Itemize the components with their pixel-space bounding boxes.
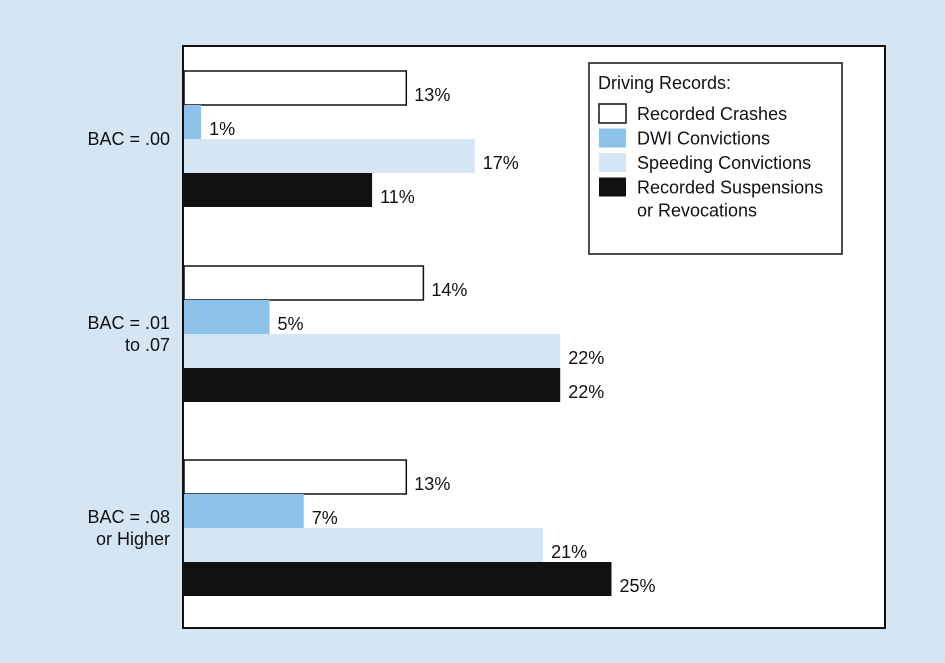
legend-title: Driving Records: [598,73,731,93]
data-label: 25% [620,576,656,596]
data-label: 1% [209,119,235,139]
data-label: 5% [278,314,304,334]
legend-box [588,62,843,255]
legend-entry: DWI Convictions [637,129,770,149]
legend-swatch [598,103,627,124]
bar [184,105,202,139]
data-label: 22% [568,348,604,368]
data-label: 13% [414,474,450,494]
bar [184,300,270,334]
data-label: 14% [431,280,467,300]
category-label: or Higher [96,529,170,549]
data-label: 7% [312,508,338,528]
legend-swatch [599,128,626,148]
legend-entry: Recorded Suspensions [637,178,823,198]
bar [184,562,612,596]
bar [184,173,373,207]
bar [184,334,561,368]
legend-swatch [599,177,626,197]
bar [183,70,408,106]
category-label: to .07 [125,335,170,355]
data-label: 21% [551,542,587,562]
category-label: BAC = .08 [87,507,170,527]
data-label: 17% [483,153,519,173]
category-label: BAC = .00 [87,129,170,149]
data-label: 13% [414,85,450,105]
legend-entry: or Revocations [637,201,757,221]
legend: Driving Records: Recorded Crashes DWI Con… [588,62,843,255]
bar [184,139,475,173]
category-label: BAC = .01 [87,313,170,333]
bar [183,265,425,301]
legend-swatch [599,153,626,172]
bar [184,494,304,528]
data-label: 22% [568,382,604,402]
bars: 13% 1% 17% 11% 14% 5% 22% 22% 13% 7% 21% 25% [183,70,656,596]
bar [183,459,408,495]
legend-entry: Speeding Convictions [637,153,811,173]
legend-entry: Recorded Crashes [637,104,787,124]
bar [184,528,544,562]
bar [184,368,561,402]
data-label: 11% [380,187,415,207]
